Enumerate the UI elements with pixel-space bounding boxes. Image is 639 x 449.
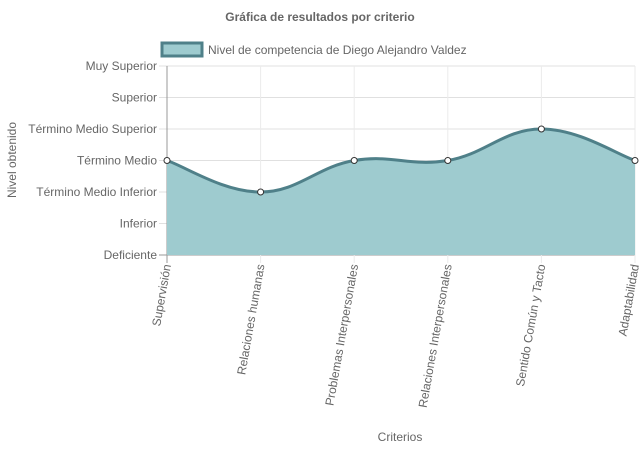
x-axis-ticks: Supervisión Relaciones humanas Problemas I… <box>149 263 639 409</box>
x-tick-label: Supervisión <box>149 263 174 327</box>
x-axis-label: Criterios <box>378 430 423 444</box>
data-point[interactable] <box>163 157 171 164</box>
legend-label: Nivel de competencia de Diego Alejandro … <box>208 43 467 57</box>
y-tick-label: Superior <box>112 91 157 105</box>
y-tick-label: Muy Superior <box>86 59 157 73</box>
x-tick-label: Sentido Común y Tacto <box>513 263 548 388</box>
legend[interactable]: Nivel de competencia de Diego Alejandro … <box>160 41 467 58</box>
x-tick-label: Problemas Interpersonales <box>322 263 361 407</box>
x-tick-label: Relaciones humanas <box>234 263 267 376</box>
chart-title: Gráfica de resultados por criterio <box>225 10 414 24</box>
y-tick-label: Término Medio Superior <box>28 122 157 136</box>
series-line <box>166 127 636 194</box>
legend-swatch <box>160 41 204 58</box>
data-point[interactable] <box>444 157 452 164</box>
data-point[interactable] <box>257 188 265 196</box>
y-tick-label: Término Medio Inferior <box>36 185 157 199</box>
data-point[interactable] <box>350 157 358 164</box>
x-tick-label: Adaptabilidad <box>616 263 639 337</box>
y-axis-ticks: Deficiente Inferior Término Medio Inferior… <box>28 59 157 262</box>
series-area <box>163 125 639 255</box>
x-tick-label: Relaciones Interpersonales <box>416 263 455 409</box>
y-axis-label: Nivel obtenido <box>5 122 19 198</box>
y-tick-label: Término Medio <box>77 154 157 168</box>
y-tick-label: Deficiente <box>104 248 158 262</box>
data-point[interactable] <box>631 157 639 164</box>
series-area-fill <box>167 129 635 255</box>
y-tick-label: Inferior <box>120 217 157 231</box>
data-point[interactable] <box>537 125 545 133</box>
